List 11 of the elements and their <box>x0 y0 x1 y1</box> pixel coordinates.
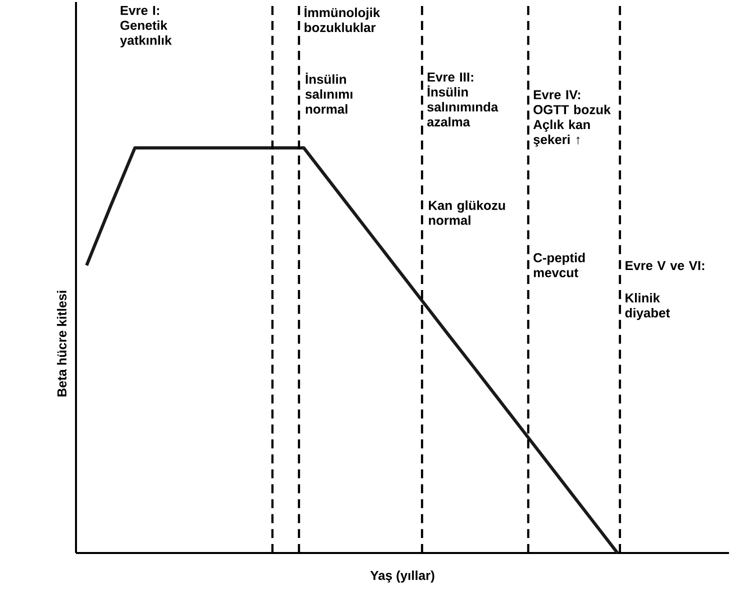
annotation: Evre V ve VI: <box>626 261 704 270</box>
text: İmmünolojik bozukluklar <box>304 6 380 32</box>
text: İnsülin salınımı normal <box>305 72 352 114</box>
text: Evre IV: OGTT bozuk Açlık kan şekeri ↑ <box>533 90 611 147</box>
annotation: Klinik diyabet <box>625 293 670 320</box>
annotation: C-peptid mevcut <box>534 252 585 278</box>
x-axis-title: Yaş (yıllar) <box>370 570 434 583</box>
annotation: Kan glükozu normal <box>428 200 505 225</box>
text: Evre I: Genetik yatkınlık <box>120 6 172 48</box>
y-axis-title: Beta hücre kitlesi <box>56 290 66 396</box>
text: Evre III: İnsülin salınımında azalma <box>427 72 498 126</box>
